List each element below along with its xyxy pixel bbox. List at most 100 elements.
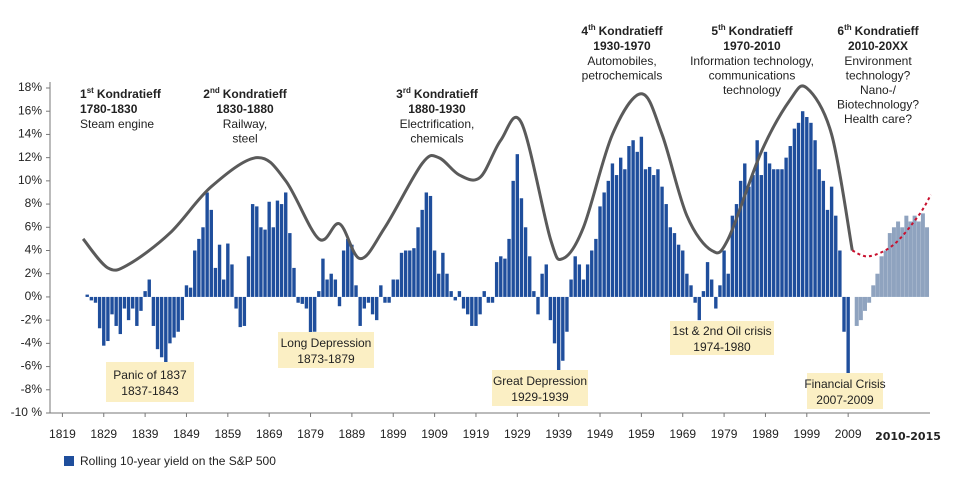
- bar: [366, 296, 371, 303]
- x-tick-label: 1979: [711, 427, 738, 441]
- bar: [217, 244, 222, 297]
- bar: [499, 256, 503, 297]
- bar: [399, 252, 404, 297]
- bar: [102, 296, 106, 346]
- bar: [912, 215, 917, 297]
- bar: [118, 296, 122, 335]
- crisis-years: 1929-1939: [511, 390, 569, 404]
- bar: [416, 227, 420, 297]
- bar: [238, 296, 242, 328]
- bar: [110, 296, 114, 315]
- x-tick-label: 1989: [752, 427, 779, 441]
- bar: [528, 256, 532, 297]
- bar: [441, 252, 445, 297]
- bar: [730, 215, 735, 297]
- bar: [920, 213, 925, 297]
- bar: [809, 122, 813, 297]
- bar: [176, 296, 180, 332]
- bar: [284, 192, 288, 297]
- x-tick-label: 1929: [504, 427, 531, 441]
- bar: [631, 140, 635, 297]
- wave-title: 2nd Kondratieff: [203, 86, 287, 102]
- bar: [896, 221, 901, 297]
- wave-line: [81, 84, 854, 272]
- bar: [705, 262, 710, 297]
- bar: [776, 169, 780, 297]
- bar: [767, 163, 772, 297]
- x-tick-label: 1999: [793, 427, 820, 441]
- bar: [581, 279, 586, 297]
- bar: [387, 296, 391, 303]
- bar: [556, 296, 561, 373]
- bar: [341, 250, 346, 297]
- wave-title: 4th Kondratieff: [581, 23, 663, 39]
- bar: [205, 192, 209, 297]
- wave-suffix: nd: [210, 86, 220, 95]
- bar: [135, 296, 139, 326]
- bar: [623, 169, 627, 297]
- wave-line: [851, 194, 932, 258]
- wave-name: Kondratieff: [223, 87, 288, 101]
- wave-title: 1st Kondratieff: [80, 86, 162, 102]
- bar: [701, 291, 706, 297]
- bar: [437, 273, 441, 297]
- bar: [660, 186, 664, 297]
- bar: [337, 296, 342, 307]
- bar: [292, 267, 296, 297]
- y-tick-label: 2%: [25, 266, 43, 280]
- bar: [85, 294, 89, 297]
- bar: [375, 296, 379, 321]
- wave-desc: Nano-/: [860, 83, 897, 97]
- crisis-name: Great Depression: [493, 374, 587, 388]
- bar: [263, 229, 267, 297]
- bar: [126, 296, 131, 321]
- bar: [428, 195, 433, 297]
- bar: [668, 227, 673, 297]
- bar: [172, 296, 176, 338]
- bar: [734, 204, 739, 297]
- bar: [532, 291, 536, 297]
- wave-desc: Health care?: [844, 112, 912, 126]
- wave-years: 1970-2010: [723, 39, 781, 53]
- bar: [834, 215, 838, 297]
- y-tick-label: -8%: [21, 382, 43, 396]
- bar: [275, 200, 280, 297]
- bar: [350, 244, 354, 297]
- bar: [676, 244, 681, 297]
- wave-ordinal: 1: [80, 87, 87, 101]
- x-tick-label: 1829: [90, 427, 117, 441]
- x-tick-label: 1889: [339, 427, 366, 441]
- bar: [507, 238, 511, 297]
- wave-years: 1930-1970: [593, 39, 651, 53]
- bar: [246, 256, 251, 297]
- wave-name: Kondratieff: [855, 24, 920, 38]
- bar: [714, 296, 718, 309]
- crisis-box: [492, 370, 588, 406]
- y-tick-label: 18%: [18, 80, 42, 94]
- bar: [751, 175, 755, 297]
- y-tick-label: -10 %: [11, 405, 43, 419]
- bar: [858, 296, 863, 321]
- bar: [610, 163, 615, 297]
- bar: [887, 233, 892, 297]
- bar: [296, 296, 300, 303]
- bar: [614, 175, 619, 297]
- bar: [362, 296, 366, 309]
- bar: [548, 296, 553, 321]
- x-tick-label: 1869: [256, 427, 283, 441]
- crisis-box: [807, 373, 883, 409]
- bar: [647, 166, 652, 297]
- bar: [747, 186, 751, 297]
- bar: [755, 140, 759, 297]
- bar: [403, 250, 408, 297]
- bar: [908, 221, 913, 297]
- y-tick-label: -6%: [21, 359, 43, 373]
- wave-desc: Electrification,: [400, 117, 475, 131]
- bar: [891, 227, 896, 297]
- bar: [552, 296, 557, 344]
- bar: [180, 296, 185, 321]
- wave-desc: technology: [723, 83, 781, 97]
- bar: [106, 296, 110, 342]
- bar: [916, 221, 921, 297]
- y-tick-label: 8%: [25, 196, 43, 210]
